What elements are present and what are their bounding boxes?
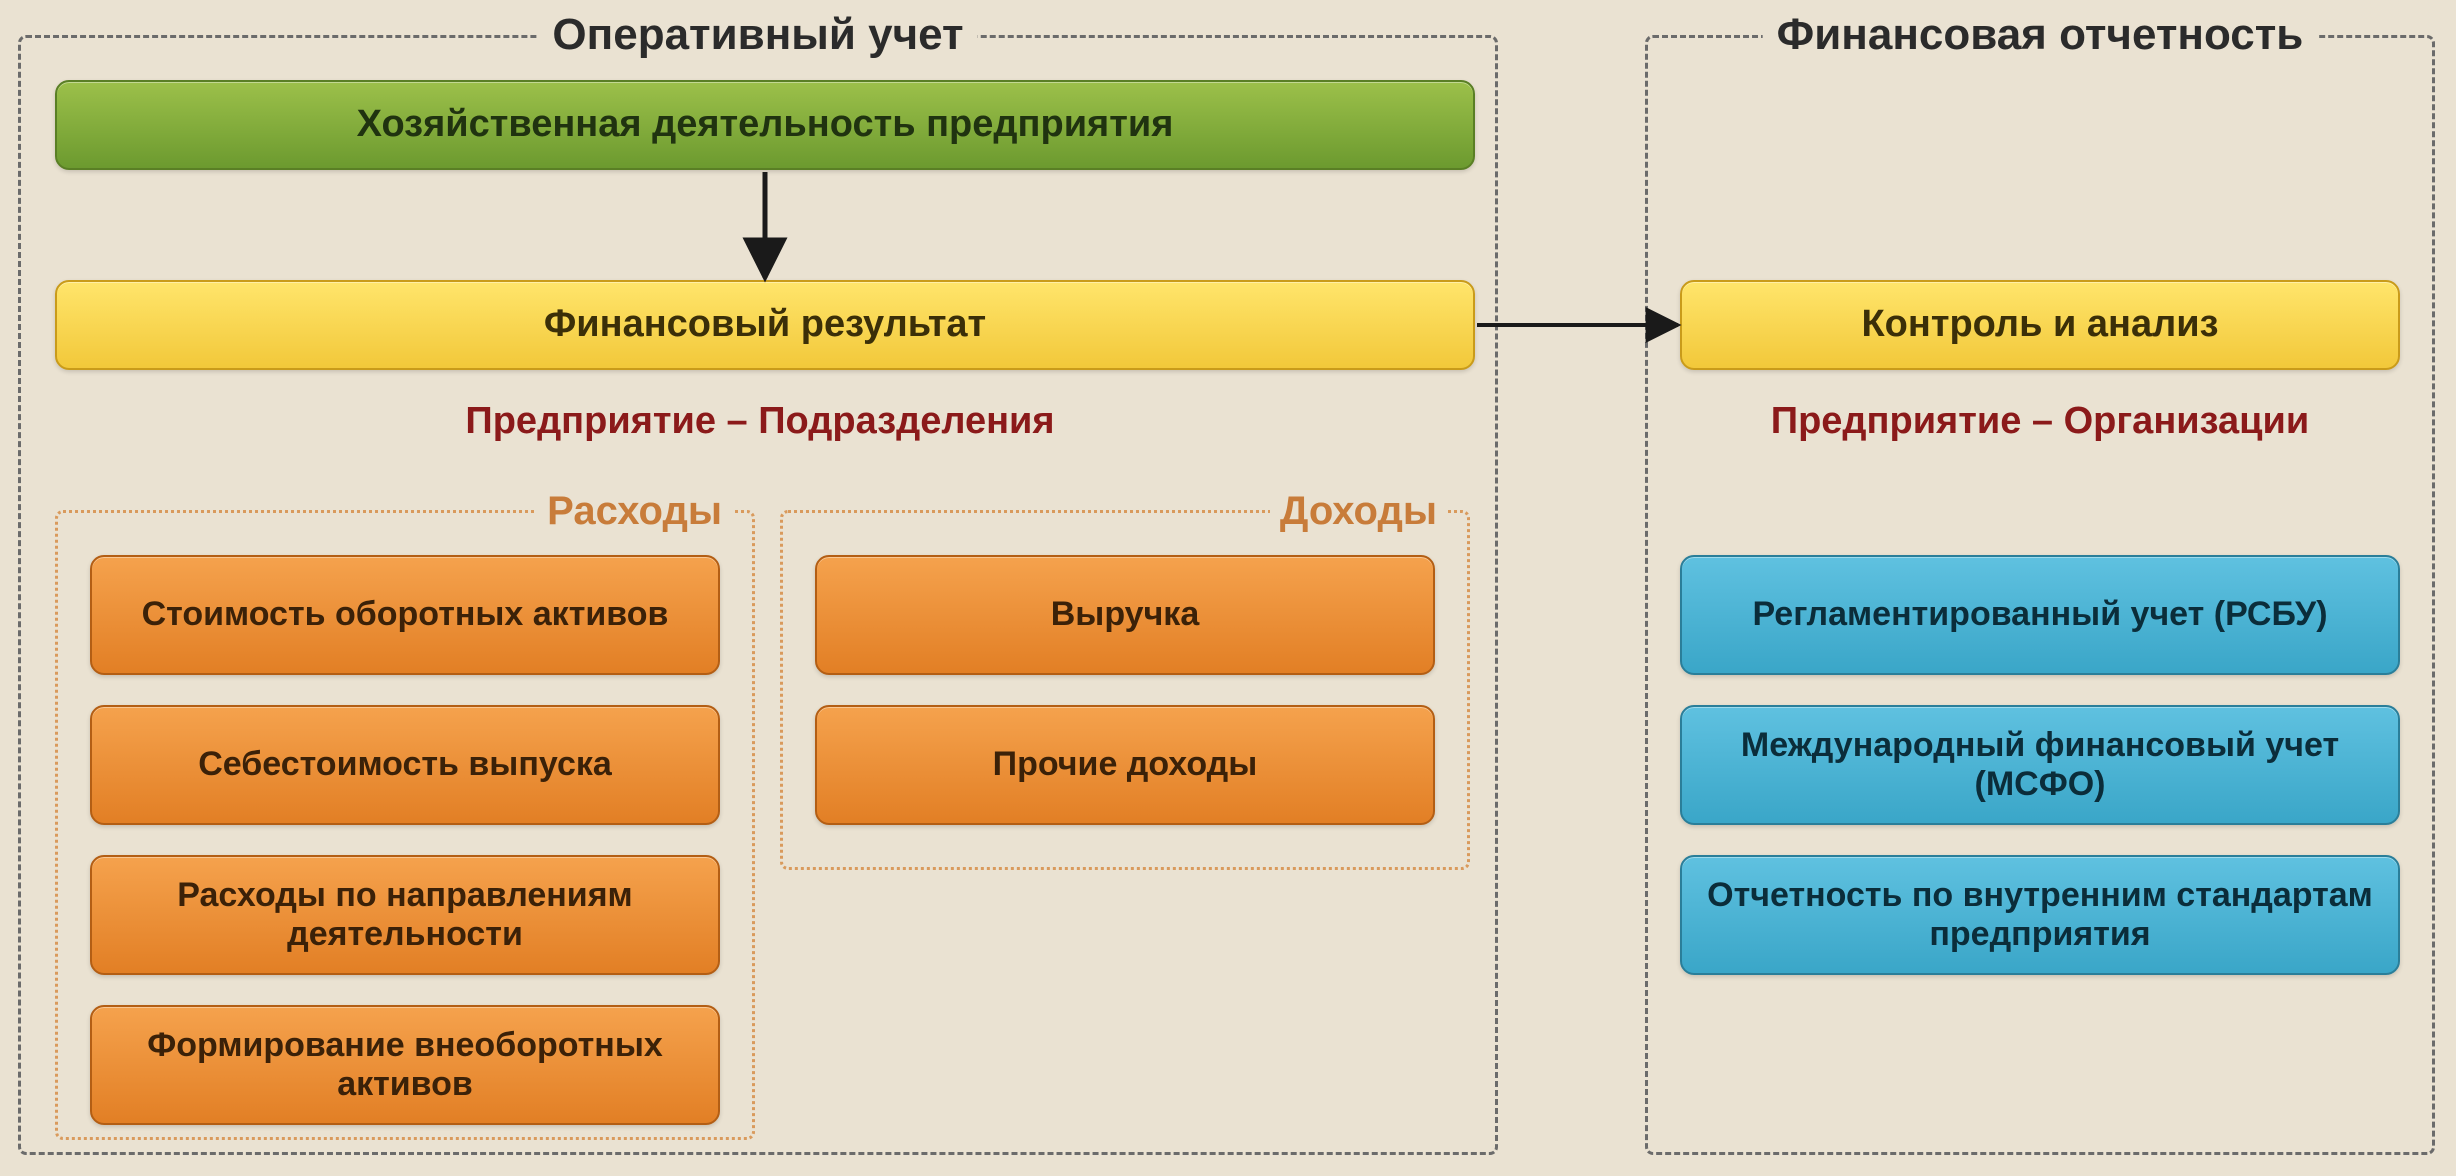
inner-title-income: Доходы <box>1270 489 1447 534</box>
node-business-activity: Хозяйственная деятельность предприятия <box>55 80 1475 170</box>
node-expense-current-assets: Стоимость оборотных активов <box>90 555 720 675</box>
node-control-analysis: Контроль и анализ <box>1680 280 2400 370</box>
node-income-revenue: Выручка <box>815 555 1435 675</box>
subtitle-right: Предприятие – Организации <box>1771 400 2309 443</box>
node-financial-result: Финансовый результат <box>55 280 1475 370</box>
inner-title-expenses: Расходы <box>537 489 732 534</box>
node-expense-noncurrent-assets: Формирование внеоборотных активов <box>90 1005 720 1125</box>
subtitle-left: Предприятие – Подразделения <box>465 400 1054 443</box>
node-income-other: Прочие доходы <box>815 705 1435 825</box>
panel-title-left: Оперативный учет <box>538 10 977 60</box>
panel-title-right: Финансовая отчетность <box>1763 10 2318 60</box>
node-report-internal: Отчетность по внутренним стандартам пред… <box>1680 855 2400 975</box>
node-report-rsbu: Регламентированный учет (РСБУ) <box>1680 555 2400 675</box>
node-expense-activity-areas: Расходы по направлениям деятельности <box>90 855 720 975</box>
node-report-ifrs: Международный финансовый учет (МСФО) <box>1680 705 2400 825</box>
diagram-canvas: Оперативный учет Финансовая отчетность Р… <box>0 0 2456 1176</box>
node-expense-cost-output: Себестоимость выпуска <box>90 705 720 825</box>
